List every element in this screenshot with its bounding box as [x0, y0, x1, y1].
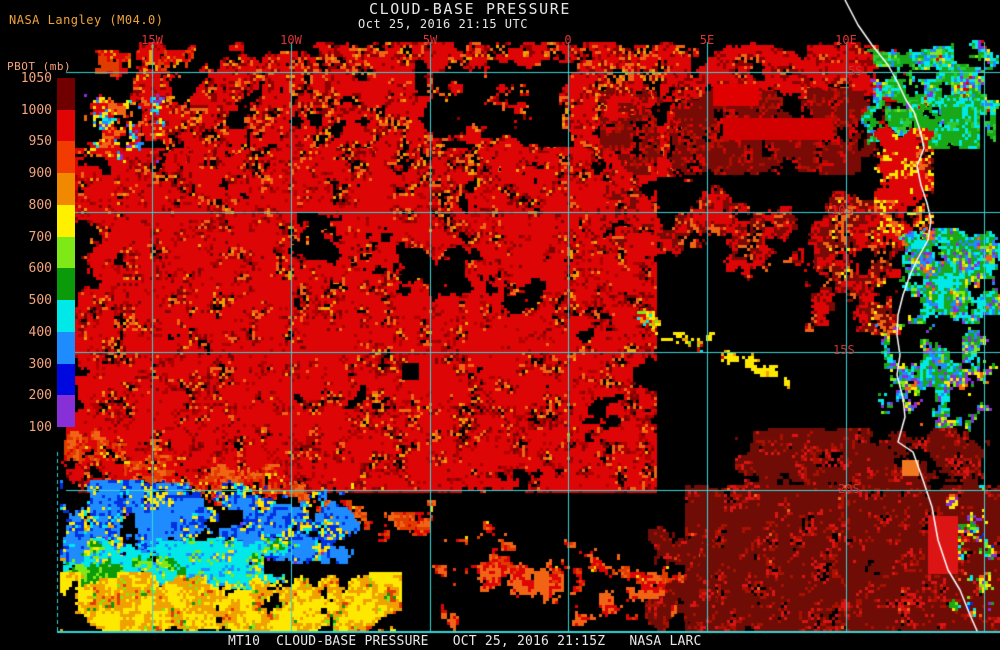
lon-label: 5E — [699, 33, 715, 47]
colorbar-tick-label: 100 — [28, 420, 52, 435]
colorbar-segment — [57, 236, 75, 269]
lat-label: 15S — [833, 343, 855, 357]
colorbar-tick-label: 800 — [28, 197, 52, 213]
pressure-colorbar — [57, 78, 75, 428]
lat-label: 20S — [838, 482, 860, 496]
timestamp-subtitle: Oct 25, 2016 21:15 UTC — [358, 17, 528, 31]
colorbar-tick-label: 600 — [28, 261, 52, 277]
lon-label: 10W — [280, 33, 302, 47]
colorbar-segment — [57, 331, 75, 365]
colorbar-segment — [57, 204, 75, 238]
colorbar-segment — [57, 300, 75, 333]
page-title: CLOUD-BASE PRESSURE — [369, 0, 571, 18]
colorbar-tick-label: 300 — [28, 356, 52, 372]
lon-label: 5W — [422, 33, 438, 47]
lon-label: 15W — [141, 33, 163, 47]
lat-label: 10S — [831, 203, 853, 217]
colorbar-tick-label: 1050 — [20, 71, 52, 86]
colorbar-tick-label: 400 — [28, 324, 52, 340]
lon-label: 10E — [835, 33, 857, 47]
colorbar-segment — [57, 141, 75, 174]
lat-label: 5S — [848, 64, 863, 78]
colorbar-segment — [57, 395, 75, 428]
footer-caption: MT10 CLOUD-BASE PRESSURE OCT 25, 2016 21… — [228, 634, 702, 649]
colorbar-tick-label: 500 — [28, 293, 52, 309]
colorbar-segment — [57, 109, 75, 142]
colorbar-tick-label: 700 — [28, 229, 52, 245]
colorbar-segment — [57, 173, 75, 206]
colorbar-tick-label: 900 — [28, 166, 52, 182]
colorbar-tick-label: 950 — [28, 134, 52, 150]
colorbar-tick-label: 1000 — [20, 102, 52, 118]
lon-label: 0 — [564, 33, 572, 47]
colorbar-segment — [57, 363, 75, 396]
colorbar-segment — [57, 268, 75, 301]
colorbar-tick-label: 200 — [28, 388, 52, 404]
colorbar-segment — [57, 78, 75, 111]
colorbar-title: PBOT (mb) — [7, 60, 72, 73]
credit-label: NASA Langley (M04.0) — [9, 13, 164, 27]
